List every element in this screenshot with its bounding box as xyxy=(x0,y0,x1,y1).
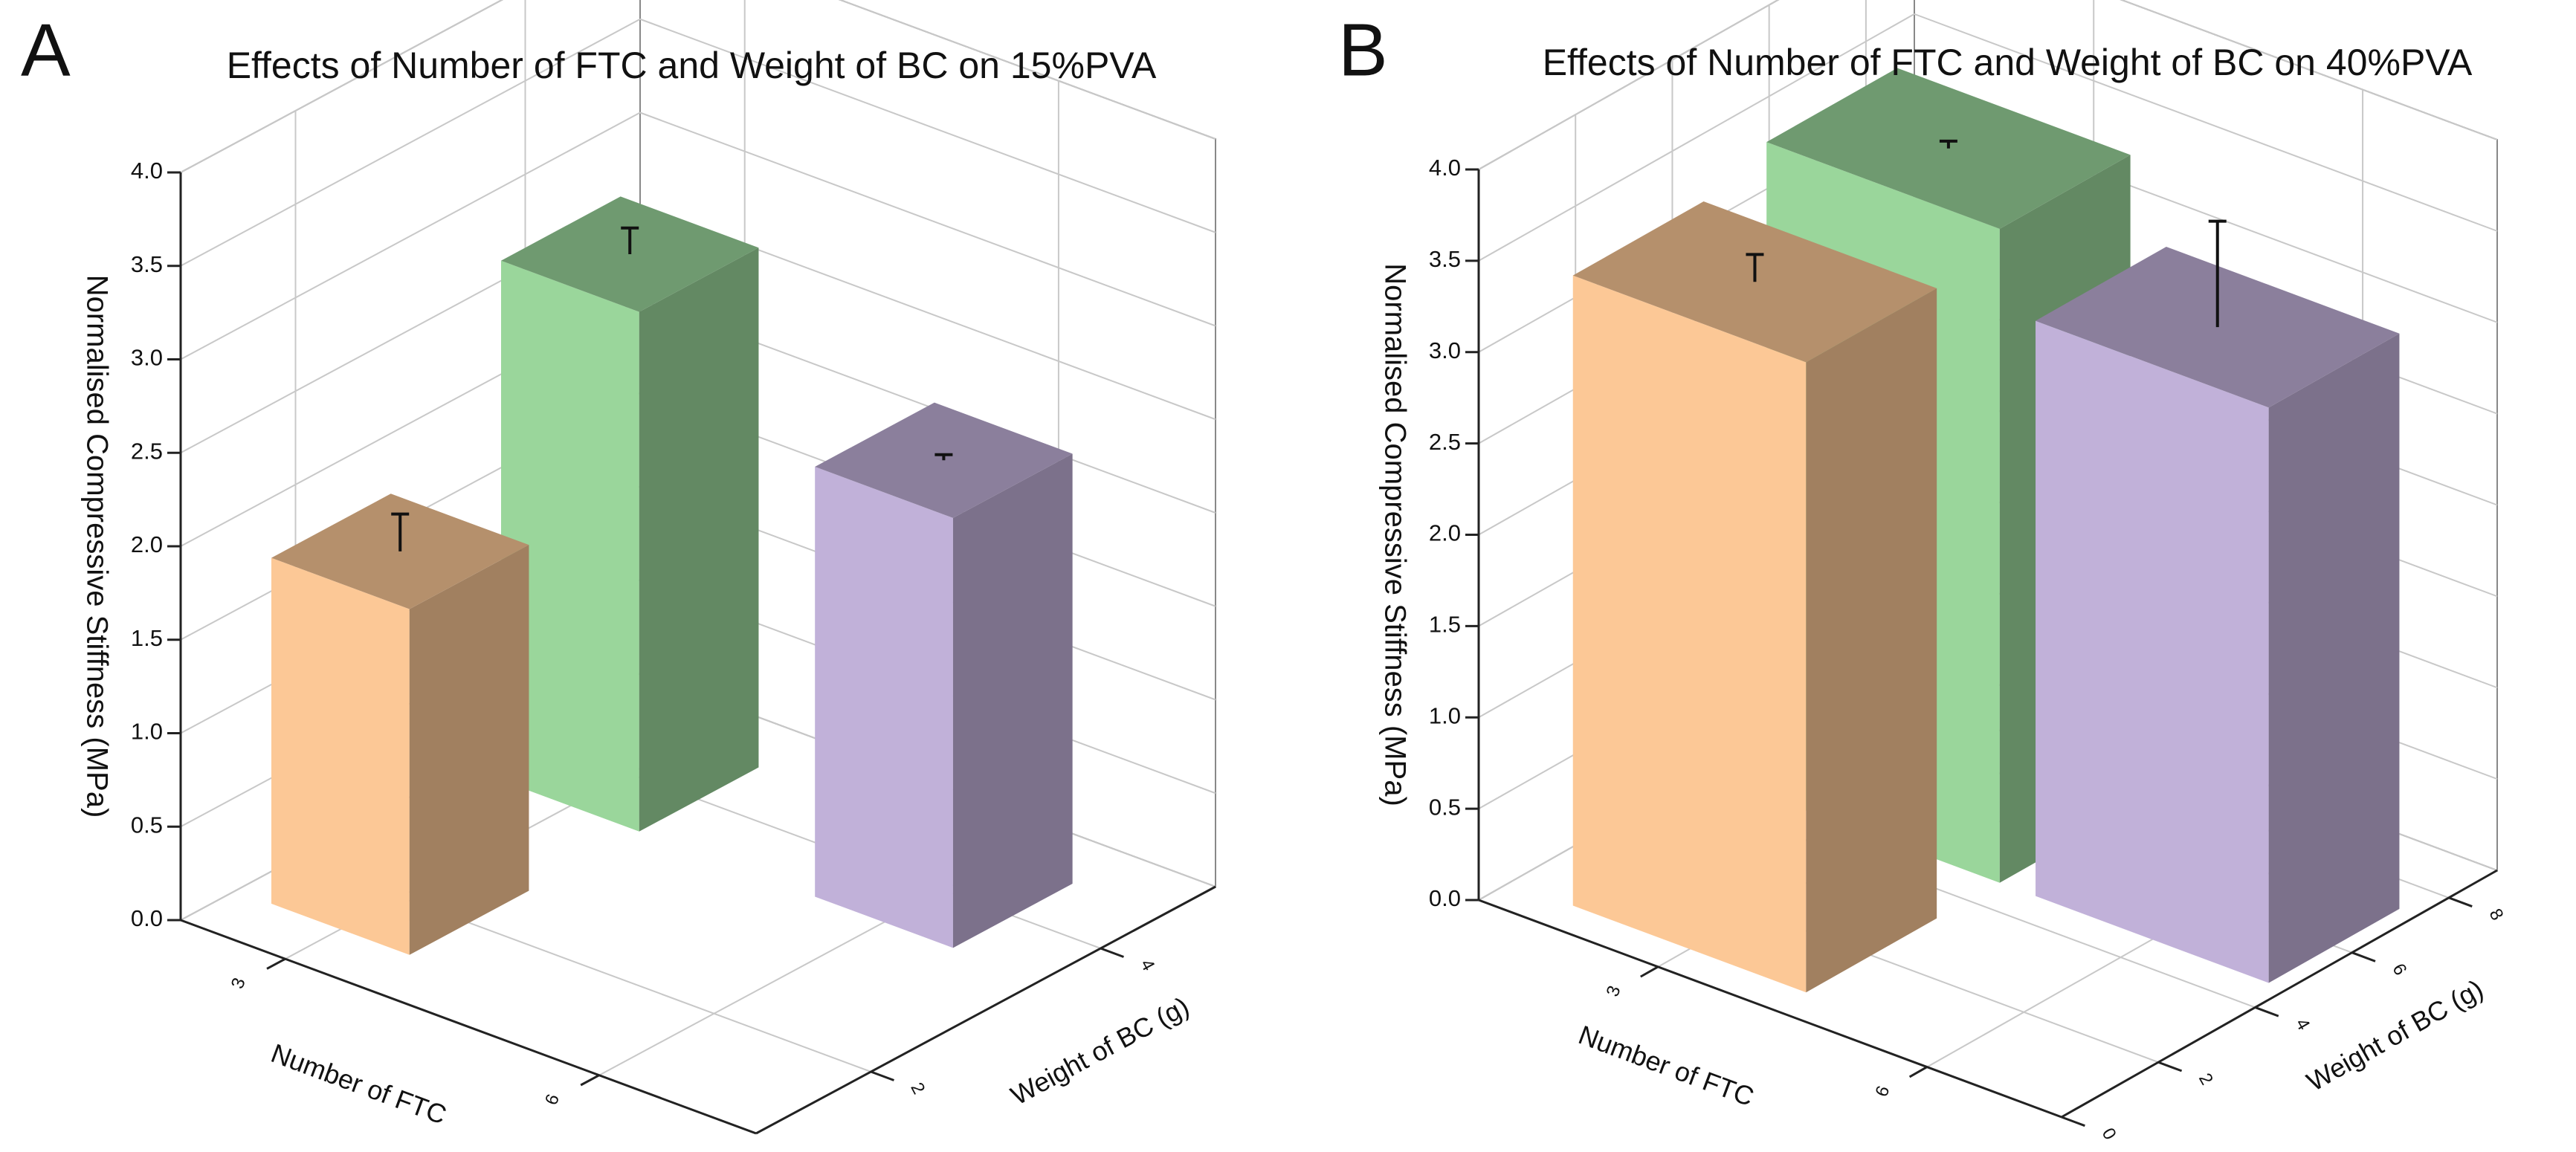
y-tick-label: 1.0 xyxy=(131,719,163,745)
y-tick-label: 3.0 xyxy=(131,345,163,371)
grid-line xyxy=(1478,0,1780,170)
y-tick-label: 1.5 xyxy=(1429,612,1461,638)
z-tick-label: 4 xyxy=(2291,1015,2314,1034)
y-tick-label: 2.5 xyxy=(131,438,163,464)
y-tick-label: 4.0 xyxy=(1429,155,1461,181)
bar-side xyxy=(952,453,1073,948)
bar-top xyxy=(271,494,529,609)
z-tick-label: 2 xyxy=(906,1079,929,1098)
z-tick-label: 0 xyxy=(2098,1125,2120,1143)
x-tick-label: 3 xyxy=(227,975,250,991)
panel: 0.0 0.5 1.0 1.5 2.0 2.5 3.0 3.5 4.0 3 6 0 2 4 6 8 Number… xyxy=(1338,0,2508,1143)
z-tick-label: 6 xyxy=(2388,960,2410,979)
bar-front xyxy=(2036,320,2269,983)
grid-line xyxy=(838,0,1216,140)
z-tick xyxy=(2351,951,2376,962)
z-tick-label: 8 xyxy=(2485,905,2508,924)
x-tick-label: 6 xyxy=(541,1092,564,1108)
z-axis-title: Weight of BC (g) xyxy=(1006,991,1194,1111)
bar-side xyxy=(1806,288,1937,993)
y-tick-label: 2.0 xyxy=(1429,520,1461,546)
y-axis-title: Normalised Compressive Stiffness (MPa) xyxy=(80,275,113,818)
z-tick xyxy=(1100,947,1124,958)
y-tick-label: 0.5 xyxy=(131,812,163,838)
x-tick xyxy=(580,1074,600,1087)
panel-label: A xyxy=(21,8,71,91)
y-tick-label: 0.0 xyxy=(131,905,163,931)
y-tick-label: 1.0 xyxy=(1429,702,1461,728)
y-tick-label: 2.5 xyxy=(1429,429,1461,455)
panel: 0.0 0.5 1.0 1.5 2.0 2.5 3.0 3.5 4.0 3 6 2 4 Number of… xyxy=(21,0,1216,1135)
x-tick xyxy=(266,957,286,970)
grid-line xyxy=(1478,13,1915,262)
z-axis-title: Weight of BC (g) xyxy=(2302,974,2488,1098)
bar-top xyxy=(1572,201,1937,363)
y-tick-label: 0.5 xyxy=(1429,794,1461,820)
axis-line xyxy=(1478,899,2062,1119)
bar-side xyxy=(2268,333,2400,983)
y-tick-label: 1.5 xyxy=(131,625,163,651)
axis-line xyxy=(180,919,757,1135)
y-tick-label: 3.5 xyxy=(1429,246,1461,272)
panel-label: B xyxy=(1338,8,1388,91)
x-tick-label: 3 xyxy=(1603,983,1625,1000)
axis-line xyxy=(755,885,1216,1135)
grid-line xyxy=(2120,0,2498,140)
grid-line xyxy=(180,111,641,360)
y-tick-label: 4.0 xyxy=(131,158,163,184)
grid-line xyxy=(639,18,1216,233)
grid-line xyxy=(180,18,641,267)
z-tick-label: 2 xyxy=(2195,1070,2217,1089)
grid-line xyxy=(180,0,503,173)
bar-front xyxy=(501,260,639,832)
grid-line xyxy=(1914,13,2498,232)
x-axis-title: Number of FTC xyxy=(267,1038,451,1130)
bar-side xyxy=(639,247,759,832)
x-tick xyxy=(1908,1066,1928,1078)
z-tick-label: 4 xyxy=(1136,956,1158,974)
grid-line xyxy=(639,111,1216,327)
z-tick xyxy=(2061,1116,2085,1127)
bar-front xyxy=(815,466,953,948)
x-tick-label: 6 xyxy=(1871,1083,1894,1099)
y-tick-label: 3.5 xyxy=(131,251,163,277)
y-tick-label: 0.0 xyxy=(1429,885,1461,911)
y-tick-label: 3.0 xyxy=(1429,337,1461,363)
chart-title: Effects of Number of FTC and Weight of B… xyxy=(227,45,1157,86)
chart-title: Effects of Number of FTC and Weight of B… xyxy=(1543,42,2473,83)
z-tick xyxy=(2254,1006,2279,1017)
z-tick xyxy=(2448,896,2473,907)
x-axis-title: Number of FTC xyxy=(1575,1019,1758,1112)
x-tick xyxy=(1640,965,1659,978)
bar-side xyxy=(409,545,529,955)
y-axis-title: Normalised Compressive Stiffness (MPa) xyxy=(1378,263,1411,806)
z-tick xyxy=(870,1070,894,1081)
z-tick xyxy=(2157,1061,2183,1072)
bar-front xyxy=(1572,275,1807,993)
axis-line xyxy=(2061,869,2498,1119)
y-tick-label: 2.0 xyxy=(131,531,163,557)
bar-front xyxy=(271,557,410,955)
